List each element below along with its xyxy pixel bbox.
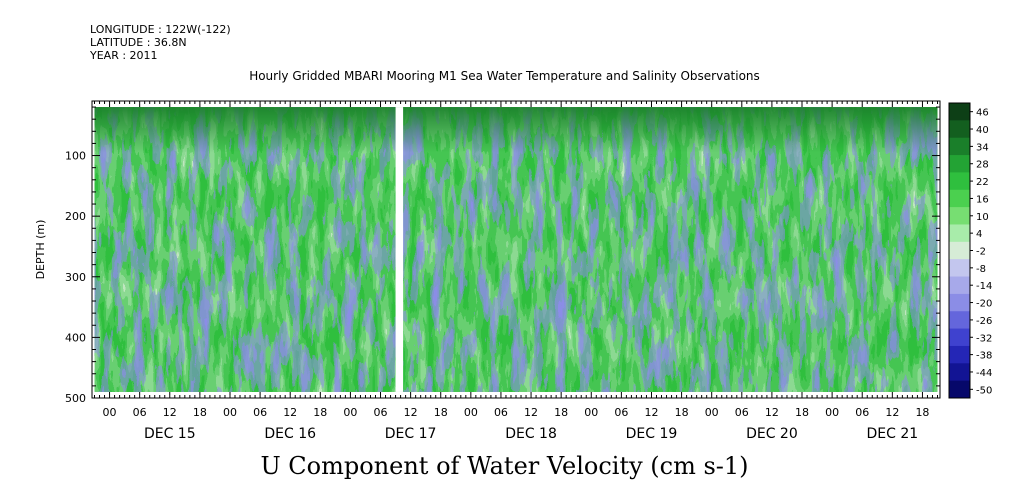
colorbar-label: 34: [976, 142, 989, 153]
x-tick-label: 12: [163, 406, 177, 419]
colorbar-swatch: [949, 328, 970, 347]
colorbar-swatch: [949, 172, 970, 191]
colorbar-label: -8: [976, 264, 986, 275]
year-label: YEAR : 2011: [90, 49, 158, 62]
x-day-label: DEC 21: [866, 426, 918, 442]
colorbar-swatch: [949, 293, 970, 312]
x-tick-label: 00: [825, 406, 839, 419]
x-tick-label: 18: [434, 406, 448, 419]
x-tick-label: 06: [253, 406, 267, 419]
colorbar-swatch: [949, 207, 970, 225]
x-tick-label: 00: [464, 406, 478, 419]
colorbar-label: 4: [976, 229, 982, 240]
colorbar-label: 16: [976, 194, 989, 205]
data-gap: [395, 107, 404, 392]
x-day-label: DEC 19: [626, 426, 678, 442]
x-tick-label: 18: [915, 406, 929, 419]
y-tick-label: 100: [65, 150, 86, 163]
colorbar-swatch: [949, 259, 970, 278]
y-tick-label: 400: [65, 331, 86, 344]
heatmap-field: [94, 107, 938, 392]
colorbar-swatch: [949, 224, 970, 243]
colorbar-swatch: [949, 120, 970, 139]
colorbar: 46 40 34 28 22 16 10 4 -2 -8 -14 -20 -26 -32 -38 -44 -50: [948, 102, 992, 399]
colorbar-label: -32: [976, 333, 992, 344]
x-tick-label: 18: [675, 406, 689, 419]
y-axis-title: DEPTH (m): [34, 220, 47, 280]
x-tick-label: 06: [133, 406, 147, 419]
colorbar-swatch: [949, 380, 970, 399]
longitude-label: LONGITUDE : 122W(-122): [90, 23, 231, 36]
colorbar-label: -50: [976, 385, 992, 396]
x-tick-label: 12: [404, 406, 418, 419]
colorbar-label: -14: [976, 281, 992, 292]
x-tick-label: 00: [343, 406, 357, 419]
axes: 00 06 12 18 00 06 12 18 00 06 12 18 00 06 12 18 00 06 12 18…: [34, 101, 940, 442]
x-day-label: DEC 17: [385, 426, 437, 442]
y-tick-label: 500: [65, 392, 86, 405]
colorbar-swatch: [949, 345, 970, 364]
x-day-label: DEC 15: [144, 426, 196, 442]
x-tick-label: 00: [584, 406, 598, 419]
x-day-label: DEC 20: [746, 426, 798, 442]
colorbar-label: -20: [976, 299, 992, 310]
x-day-label: DEC 18: [505, 426, 557, 442]
x-tick-label: 18: [313, 406, 327, 419]
colorbar-swatch: [949, 241, 970, 260]
colorbar-label: 22: [976, 177, 989, 188]
colorbar-swatch: [949, 155, 970, 173]
x-tick-label: 00: [705, 406, 719, 419]
x-tick-label: 06: [855, 406, 869, 419]
colorbar-label: -44: [976, 368, 992, 379]
x-tick-label: 06: [614, 406, 628, 419]
x-tick-label: 12: [885, 406, 899, 419]
x-tick-label: 00: [223, 406, 237, 419]
y-tick-label: 200: [65, 210, 86, 223]
x-tick-label: 18: [554, 406, 568, 419]
field-negative: [94, 107, 938, 392]
variable-label: U Component of Water Velocity (cm s-1): [260, 452, 749, 480]
x-tick-label: 12: [765, 406, 779, 419]
colorbar-label: -26: [976, 316, 992, 327]
x-tick-label: 06: [735, 406, 749, 419]
x-tick-label: 06: [494, 406, 508, 419]
x-tick-label: 06: [374, 406, 388, 419]
colorbar-swatch: [949, 103, 970, 121]
y-tick-label: 300: [65, 271, 86, 284]
x-tick-label: 00: [103, 406, 117, 419]
field-surface-band: [94, 107, 938, 153]
colorbar-label: 28: [976, 160, 989, 171]
colorbar-label: -38: [976, 351, 992, 362]
x-tick-label: 12: [524, 406, 538, 419]
x-tick-label: 18: [193, 406, 207, 419]
colorbar-swatch: [949, 363, 970, 382]
colorbar-swatch: [949, 276, 970, 295]
colorbar-label: -2: [976, 247, 986, 258]
chart-title: Hourly Gridded MBARI Mooring M1 Sea Wate…: [249, 69, 760, 83]
x-tick-label: 12: [283, 406, 297, 419]
x-tick-label: 12: [644, 406, 658, 419]
colorbar-swatch: [949, 189, 970, 208]
latitude-label: LATITUDE : 36.8N: [90, 36, 187, 49]
colorbar-label: 10: [976, 212, 989, 223]
colorbar-label: 46: [976, 108, 989, 119]
x-tick-label: 18: [795, 406, 809, 419]
colorbar-label: 40: [976, 125, 989, 136]
colorbar-swatch: [949, 137, 970, 156]
x-day-label: DEC 16: [264, 426, 316, 442]
colorbar-swatch: [949, 311, 970, 330]
